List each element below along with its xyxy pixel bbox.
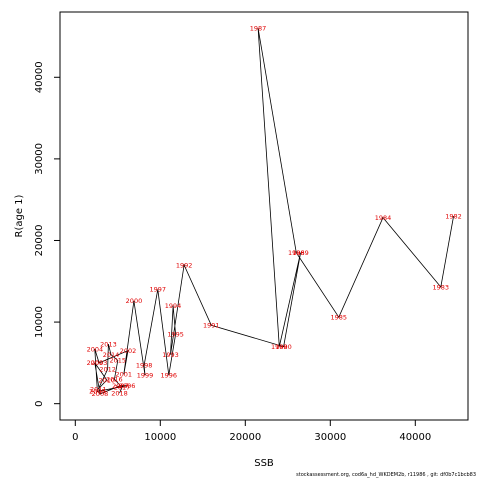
point-label-2016: 2016 (106, 376, 123, 384)
y-axis-title: R(age 1) (14, 194, 25, 237)
point-label-2008: 2008 (92, 390, 109, 398)
point-label-1985: 1985 (331, 313, 348, 321)
point-label-2018: 2018 (111, 389, 128, 397)
point-label-2007: 2007 (112, 382, 129, 390)
point-label-1990: 1990 (275, 343, 292, 351)
point-label-1997: 1997 (149, 286, 166, 294)
y-tick-label: 40000 (34, 61, 45, 93)
point-label-1987: 1987 (250, 25, 267, 33)
point-label-2009: 2009 (87, 359, 104, 367)
point-label-1999: 1999 (137, 371, 154, 379)
point-label-2015: 2015 (110, 357, 127, 365)
y-tick-label: 30000 (34, 143, 45, 175)
point-label-1995: 1995 (167, 331, 184, 339)
point-label-1982: 1982 (445, 212, 462, 220)
y-tick-label: 10000 (34, 306, 45, 338)
point-label-1983: 1983 (433, 283, 450, 291)
point-label-1984: 1984 (375, 214, 392, 222)
point-label-2002: 2002 (120, 347, 137, 355)
footer-credit: stockassessment.org, cod6a_hd_WKDEM2b, r… (296, 472, 476, 478)
point-labels: 1982 1983 1984 1985 1986 1987 1988 1989 1990 1991… (87, 25, 462, 399)
y-axis: 0 10000 20000 30000 40000 (34, 61, 60, 407)
point-label-1998: 1998 (136, 362, 153, 370)
point-label-2000: 2000 (126, 297, 143, 305)
point-label-2001: 2001 (115, 371, 132, 379)
point-label-1986: 1986 (288, 249, 305, 257)
y-tick-label: 20000 (34, 225, 45, 257)
x-tick-label: 10000 (144, 432, 176, 443)
point-label-2003: 2003 (91, 359, 108, 367)
point-label-1996: 1996 (161, 371, 178, 379)
point-label-1988: 1988 (271, 343, 288, 351)
point-label-1993: 1993 (162, 351, 179, 359)
point-label-2004: 2004 (87, 345, 104, 353)
point-label-2013: 2013 (100, 340, 117, 348)
point-label-2017: 2017 (114, 384, 131, 392)
y-tick-label: 0 (34, 400, 45, 406)
point-label-2011: 2011 (90, 385, 107, 393)
point-label-2005: 2005 (89, 388, 106, 396)
series-line (94, 28, 454, 395)
point-label-1989: 1989 (292, 249, 309, 257)
x-tick-label: 20000 (229, 432, 261, 443)
x-axis: 0 10000 20000 30000 40000 (72, 420, 431, 443)
point-label-2012: 2012 (99, 366, 116, 374)
point-label-1991: 1991 (203, 322, 220, 330)
point-label-2014: 2014 (103, 351, 120, 359)
x-tick-label: 30000 (314, 432, 346, 443)
point-label-2006: 2006 (119, 382, 136, 390)
x-axis-title: SSB (254, 458, 274, 469)
point-label-1992: 1992 (176, 261, 193, 269)
point-label-2010: 2010 (98, 376, 115, 384)
point-label-1994: 1994 (165, 302, 182, 310)
plot-frame (59, 11, 469, 421)
x-tick-label: 40000 (399, 432, 431, 443)
x-tick-label: 0 (72, 432, 78, 443)
